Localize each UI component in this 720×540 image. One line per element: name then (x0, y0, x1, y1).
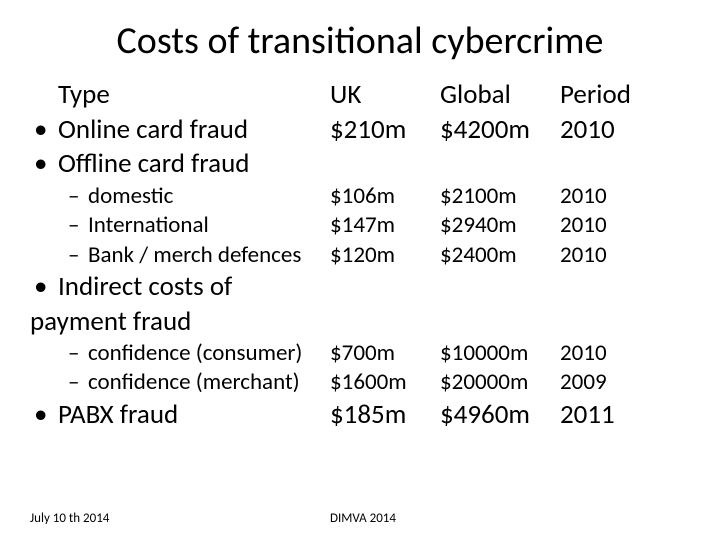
table-row: confidence (merchant) $1600m $20000m 200… (30, 368, 690, 397)
row-global: $2940m (440, 211, 560, 240)
header-uk: UK (330, 78, 440, 113)
header-period: Period (560, 78, 640, 113)
row-period: 2010 (560, 182, 640, 211)
row-uk: $120m (330, 241, 440, 270)
table-row: Bank / merch defences $120m $2400m 2010 (30, 241, 690, 270)
row-uk: $106m (330, 182, 440, 211)
footer-date: July 10 th 2014 (30, 511, 330, 526)
row-label: PABX fraud (30, 398, 330, 433)
row-global: $10000m (440, 339, 560, 368)
table-row: domestic $106m $2100m 2010 (30, 182, 690, 211)
row-global: $20000m (440, 368, 560, 397)
table-row: International $147m $2940m 2010 (30, 211, 690, 240)
table-row: PABX fraud $185m $4960m 2011 (30, 398, 690, 433)
row-label: Indirect costs of payment fraud (30, 270, 330, 339)
slide-title: Costs of transitional cybercrime (30, 18, 690, 64)
row-period: 2010 (560, 241, 640, 270)
row-uk: $210m (330, 113, 440, 148)
row-global: $2400m (440, 241, 560, 270)
footer: July 10 th 2014 DIMVA 2014 (30, 511, 690, 526)
row-period: 2011 (560, 398, 640, 433)
row-label: Offline card fraud (30, 147, 330, 182)
slide: Costs of transitional cybercrime Type UK… (0, 0, 720, 540)
row-period: 2010 (560, 113, 640, 148)
row-label: domestic (30, 182, 330, 211)
row-period: 2010 (560, 211, 640, 240)
header-global: Global (440, 78, 560, 113)
table-row: Online card fraud $210m $4200m 2010 (30, 113, 690, 148)
row-uk: $700m (330, 339, 440, 368)
row-global: $2100m (440, 182, 560, 211)
header-type: Type (30, 78, 330, 113)
table-row: Offline card fraud (30, 147, 690, 182)
row-label: International (30, 211, 330, 240)
table-row: Indirect costs of payment fraud (30, 270, 690, 339)
table-header-row: Type UK Global Period (30, 78, 690, 113)
row-label: Bank / merch defences (30, 241, 330, 270)
row-uk: $1600m (330, 368, 440, 397)
table-row: confidence (consumer) $700m $10000m 2010 (30, 339, 690, 368)
row-uk: $147m (330, 211, 440, 240)
row-label: confidence (consumer) (30, 339, 330, 368)
row-label: confidence (merchant) (30, 368, 330, 397)
row-uk: $185m (330, 398, 440, 433)
row-global: $4200m (440, 113, 560, 148)
row-period: 2009 (560, 368, 640, 397)
row-period: 2010 (560, 339, 640, 368)
row-label: Online card fraud (30, 113, 330, 148)
row-global: $4960m (440, 398, 560, 433)
footer-venue: DIMVA 2014 (330, 511, 690, 526)
